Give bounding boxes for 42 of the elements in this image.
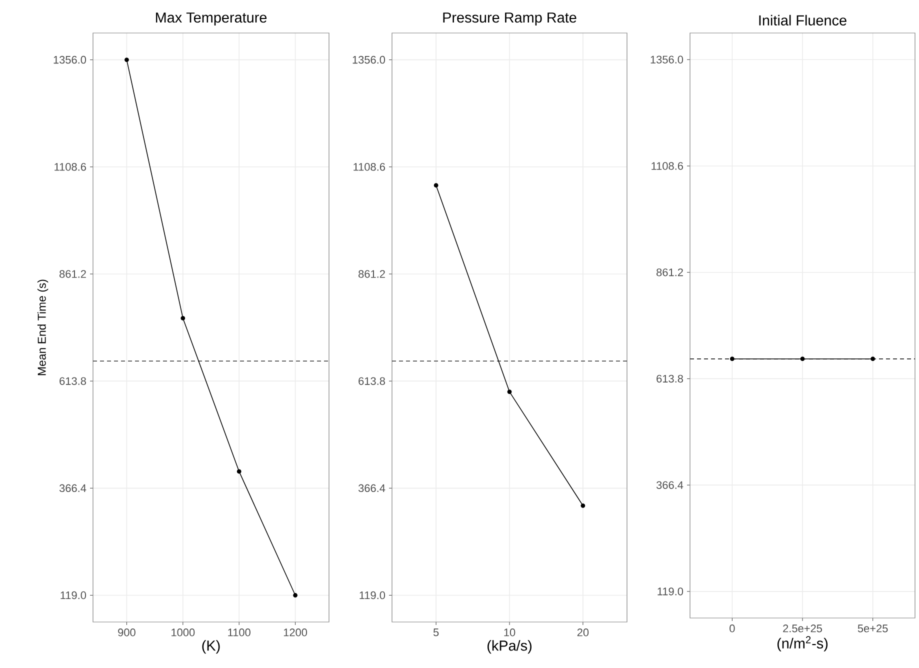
- x-tick-label: 2.5e+25: [783, 624, 822, 632]
- x-tick-label: 1200: [284, 628, 308, 636]
- y-axis-title: Mean End Time (s): [37, 280, 48, 376]
- y-tick-label: 366.4: [59, 484, 86, 492]
- point: [293, 593, 298, 598]
- y-tick-label: 613.8: [358, 377, 385, 385]
- chart-title: Pressure Ramp Rate: [443, 12, 576, 26]
- chart-title: Initial Fluence: [759, 14, 846, 26]
- x-tick-label: 5e+25: [858, 624, 888, 632]
- y-tick-label: 119.0: [360, 591, 386, 600]
- point: [180, 316, 186, 320]
- point: [124, 58, 129, 62]
- y-tick-label: 861.2: [60, 270, 86, 278]
- y-tick-label: 613.8: [60, 377, 86, 385]
- point: [434, 183, 438, 188]
- x-tick-label: 900: [118, 628, 136, 636]
- point: [236, 469, 242, 474]
- y-tick-label: 366.4: [656, 481, 684, 489]
- x-tick-label: 1100: [228, 628, 250, 636]
- y-tick-label: 1356.0: [650, 56, 684, 64]
- x-tick-label: 10: [504, 628, 516, 636]
- x-tick-label: 20: [577, 628, 589, 636]
- y-tick-label: 119.0: [60, 591, 86, 600]
- y-tick-label: 1356.0: [352, 56, 386, 64]
- x-axis-title: (kPa/s): [488, 640, 532, 654]
- y-tick-label: 861.2: [656, 268, 683, 276]
- y-tick-label: 366.4: [358, 484, 386, 492]
- y-tick-label: 1108.6: [54, 163, 86, 171]
- y-tick-label: 1356.0: [54, 56, 86, 64]
- y-tick-label: 1108.6: [354, 163, 385, 171]
- x-tick-label: 0: [730, 624, 735, 632]
- x-tick-label: 5: [433, 628, 439, 636]
- point: [580, 503, 586, 508]
- x-axis-title: (K): [202, 640, 220, 654]
- point: [507, 390, 512, 394]
- y-tick-label: 861.2: [358, 270, 385, 278]
- x-tick-label: 1000: [172, 628, 195, 636]
- x-axis-title: (n/m$^{2}$-s): [777, 636, 828, 652]
- y-tick-label: 1108.6: [652, 162, 683, 170]
- y-tick-label: 119.0: [658, 588, 684, 596]
- chart-title: Max Temperature: [156, 12, 267, 26]
- y-tick-label: 613.8: [656, 374, 683, 383]
